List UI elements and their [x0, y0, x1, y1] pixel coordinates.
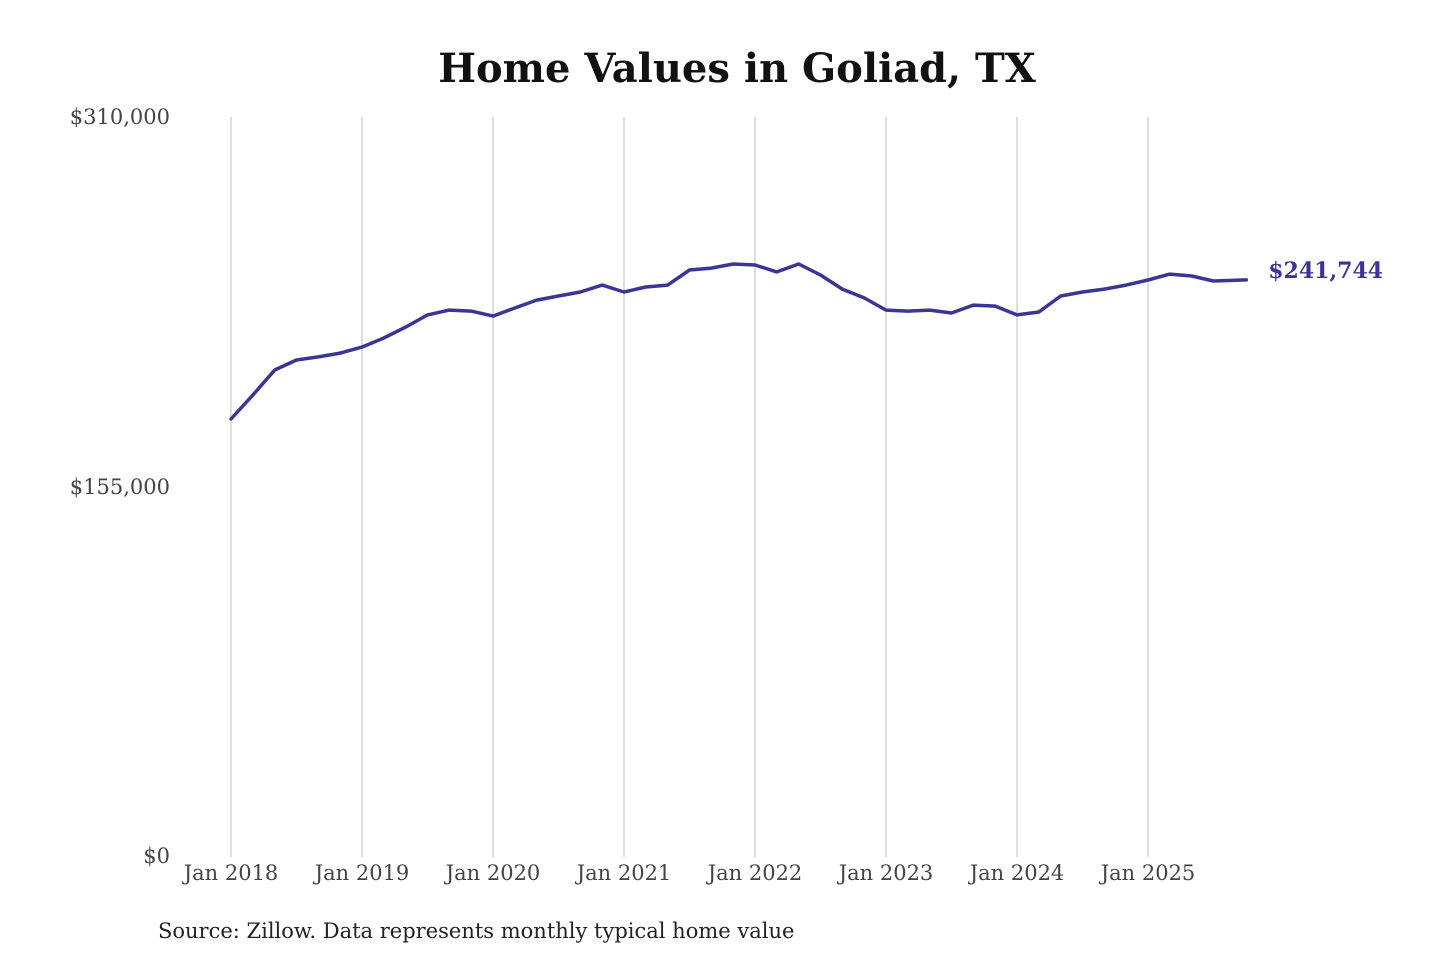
y-tick-label: $310,000: [70, 105, 170, 129]
source-note: Source: Zillow. Data represents monthly …: [158, 919, 794, 943]
x-tick-label: Jan 2025: [1099, 861, 1196, 885]
x-tick-label: Jan 2020: [444, 861, 541, 885]
chart-title: Home Values in Goliad, TX: [438, 45, 1036, 92]
y-tick-label: $155,000: [70, 475, 170, 499]
x-tick-label: Jan 2024: [968, 861, 1065, 885]
y-tick-label: $0: [143, 844, 170, 868]
x-tick-label: Jan 2022: [706, 861, 803, 885]
x-axis: Jan 2018 Jan 2019 Jan 2020 Jan 2021 Jan 2022…: [182, 861, 1196, 885]
end-value-label: $241,744: [1268, 258, 1383, 284]
x-tick-label: Jan 2023: [837, 861, 934, 885]
x-tick-label: Jan 2021: [575, 861, 672, 885]
series-line: [229, 262, 1249, 421]
y-axis: $0 $155,000 $310,000: [70, 105, 170, 868]
x-tick-label: Jan 2018: [182, 861, 279, 885]
x-tick-label: Jan 2019: [313, 861, 410, 885]
gridlines: [230, 117, 1149, 857]
